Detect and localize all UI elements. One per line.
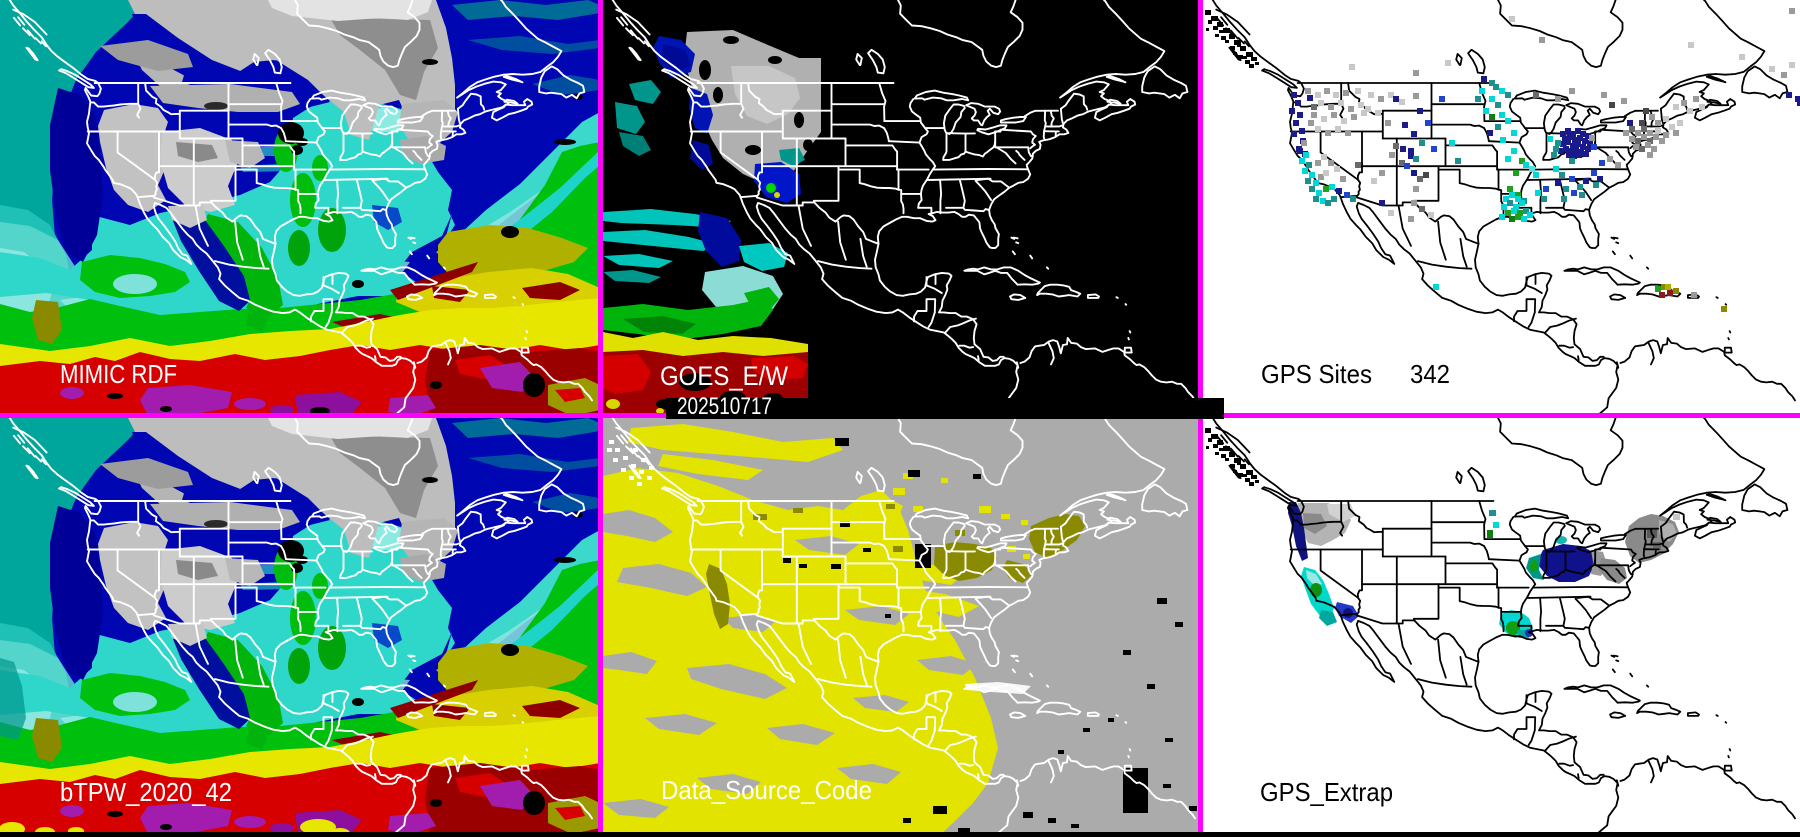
svg-text:bTPW_2020_42: bTPW_2020_42 [60, 777, 232, 807]
svg-text:GOES_E/W: GOES_E/W [660, 361, 788, 391]
svg-text:GPS_Extrap: GPS_Extrap [1260, 777, 1393, 807]
svg-text:202510717: 202510717 [677, 393, 772, 420]
svg-text:Data_Source_Code: Data_Source_Code [661, 775, 872, 805]
svg-text:342: 342 [1410, 359, 1450, 389]
svg-text:MIMIC RDF: MIMIC RDF [60, 359, 177, 389]
svg-text:GPS Sites: GPS Sites [1261, 359, 1372, 389]
